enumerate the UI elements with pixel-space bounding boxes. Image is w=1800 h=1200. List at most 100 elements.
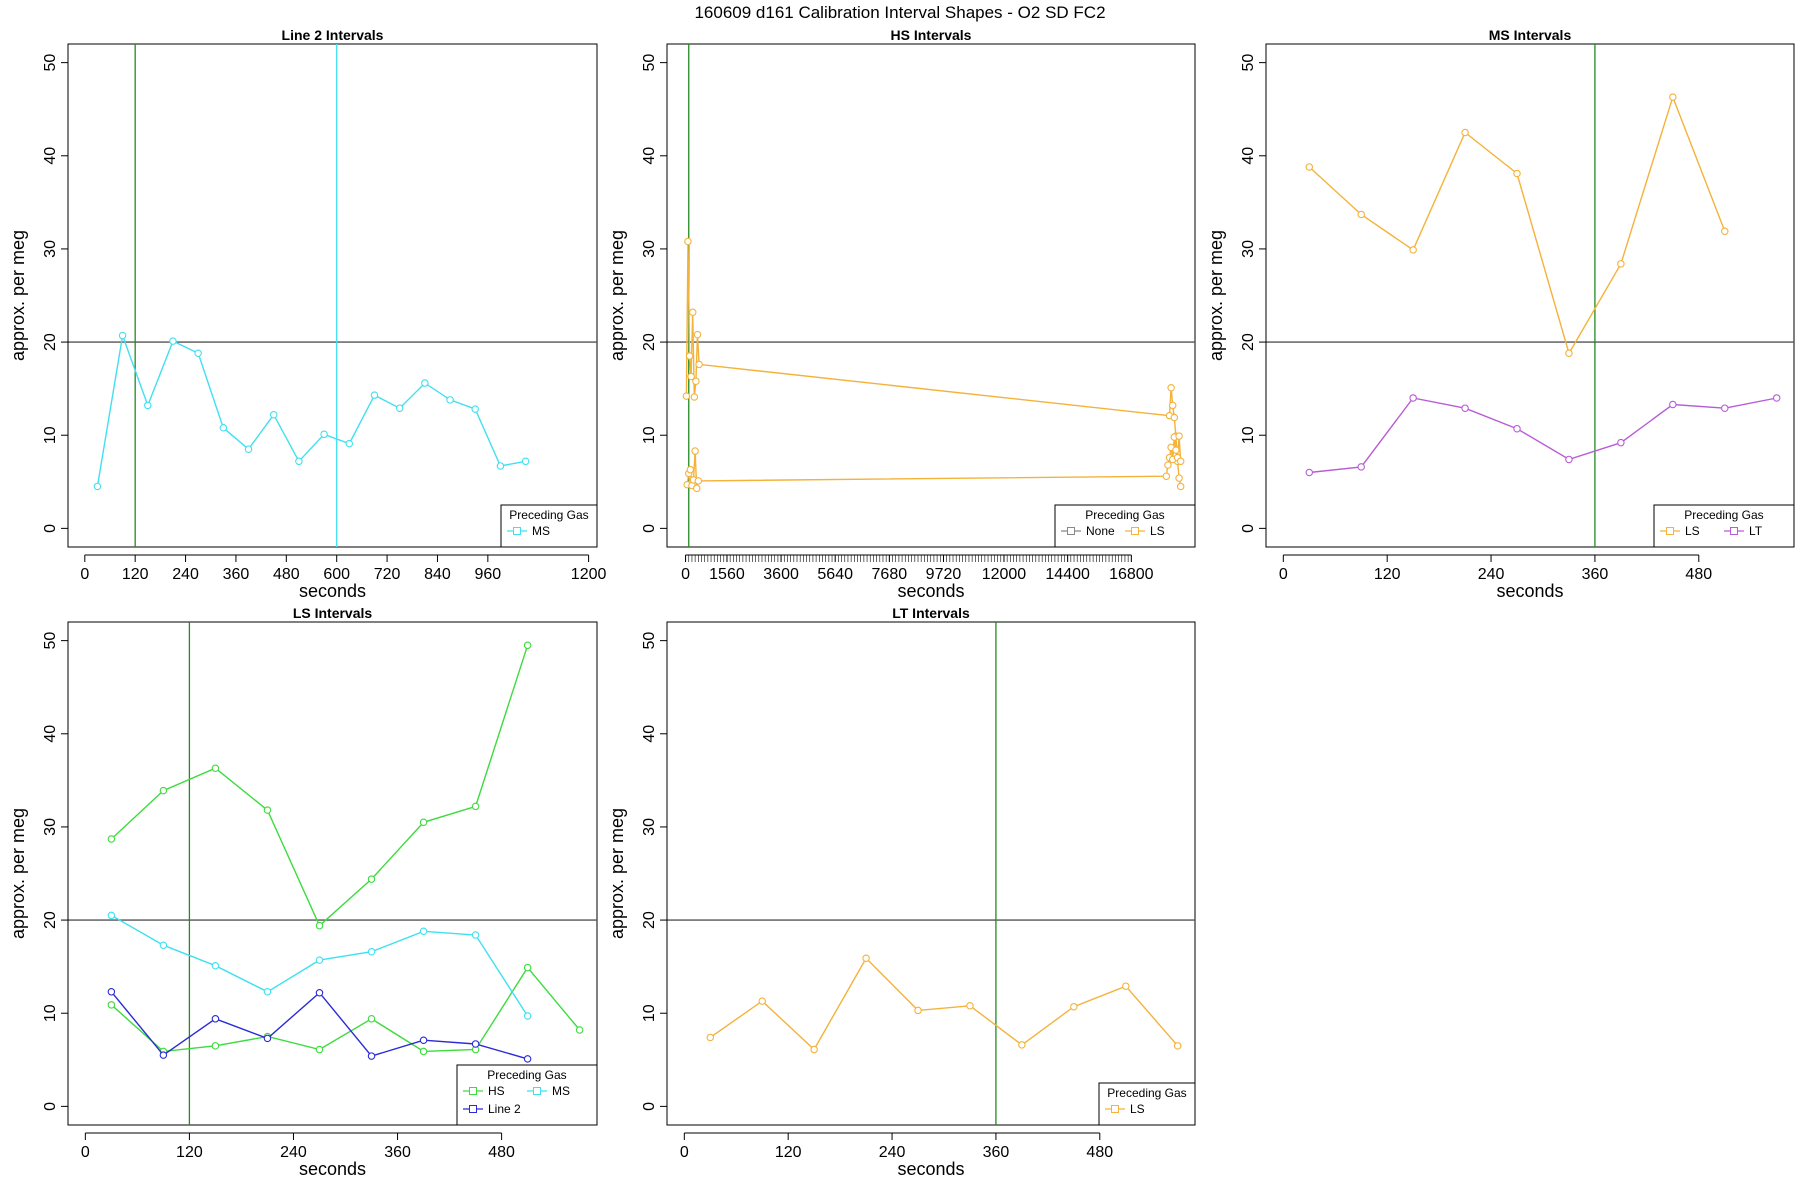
- data-point: [1070, 1002, 1078, 1011]
- data-point: [686, 465, 695, 474]
- x-tick-label: 12000: [982, 566, 1027, 583]
- x-tick-label: 360: [983, 1144, 1010, 1161]
- series-line: [685, 241, 1182, 487]
- legend-swatch-marker: [533, 1087, 541, 1095]
- data-point: [1167, 383, 1175, 392]
- x-axis-label: seconds: [299, 1159, 366, 1179]
- data-point: [194, 349, 202, 358]
- y-tick-label: 0: [42, 1102, 59, 1111]
- data-point: [1357, 463, 1365, 471]
- data-point: [211, 764, 220, 772]
- data-point: [263, 1034, 272, 1043]
- legend: Preceding Gas HS Line 2 MS: [456, 1064, 598, 1126]
- x-tick-label: 9720: [926, 566, 962, 583]
- data-point: [315, 921, 324, 930]
- data-point: [1018, 1041, 1026, 1049]
- data-point: [1409, 246, 1417, 254]
- x-tick-label: 0: [1279, 566, 1288, 583]
- panel-title: MS Intervals: [1489, 27, 1572, 43]
- y-tick-label: 0: [1240, 524, 1257, 533]
- legend-swatch-marker: [1131, 527, 1139, 535]
- y-tick-label: 10: [42, 1004, 59, 1022]
- data-point: [758, 997, 766, 1005]
- data-point: [244, 445, 253, 453]
- data-point: [315, 956, 324, 964]
- data-point: [1175, 474, 1183, 482]
- data-point: [1669, 400, 1677, 409]
- data-point: [263, 806, 272, 814]
- data-point: [692, 377, 700, 385]
- data-point: [692, 484, 701, 493]
- legend: Preceding Gas MS: [500, 504, 598, 548]
- x-tick-label: 360: [223, 566, 250, 583]
- data-point: [367, 1015, 376, 1023]
- y-tick-label: 20: [42, 911, 59, 929]
- legend-box: [1098, 1082, 1196, 1126]
- data-point: [370, 391, 379, 399]
- data-point: [159, 786, 168, 795]
- x-tick-label: 480: [1086, 1144, 1113, 1161]
- series-line: [709, 957, 1179, 1051]
- panel-3: MS Intervals 0 120 240 360 480 seconds 0 10 20 30 4…: [1206, 27, 1795, 601]
- data-point: [1617, 260, 1625, 268]
- data-point: [1565, 349, 1573, 358]
- x-axis-label: seconds: [1496, 581, 1563, 601]
- legend-box: [500, 504, 598, 548]
- plot-frame: [67, 621, 598, 1126]
- data-point: [523, 1012, 532, 1020]
- y-tick-label: 30: [1240, 240, 1257, 258]
- data-point: [694, 477, 703, 485]
- panel-title: HS Intervals: [891, 27, 972, 43]
- series-lt: [1305, 394, 1781, 477]
- y-tick-label: 40: [1240, 147, 1257, 165]
- data-point: [1164, 461, 1172, 469]
- data-point: [706, 1033, 715, 1042]
- data-point: [1513, 169, 1521, 178]
- y-tick-label: 0: [641, 524, 658, 533]
- series-ls: [1305, 93, 1729, 358]
- series-ls: [682, 237, 1185, 491]
- y-tick-label: 10: [42, 426, 59, 444]
- data-point: [523, 1055, 532, 1063]
- data-point: [320, 430, 328, 439]
- x-tick-label: 120: [122, 566, 149, 583]
- legend: Preceding Gas LS: [1098, 1082, 1196, 1126]
- data-point: [295, 457, 303, 466]
- data-point: [695, 360, 703, 369]
- series-hs: [107, 641, 532, 930]
- y-tick-label: 20: [641, 911, 658, 929]
- x-tick-label: 600: [323, 566, 350, 583]
- legend-label: LT: [1749, 524, 1763, 538]
- data-point: [685, 352, 694, 360]
- data-point: [521, 457, 530, 466]
- x-tick-label: 5640: [817, 566, 853, 583]
- legend-swatch-marker: [1730, 527, 1738, 535]
- data-point: [914, 1006, 922, 1015]
- data-point: [269, 410, 278, 419]
- data-point: [107, 1001, 116, 1009]
- y-tick-label: 50: [641, 54, 658, 72]
- legend-entry-ls: LS: [1125, 524, 1165, 538]
- y-axis-label: approx. per meg: [607, 230, 627, 361]
- data-point: [1565, 455, 1573, 464]
- y-axis-label: approx. per meg: [607, 808, 627, 939]
- legend-box: [1653, 504, 1795, 548]
- y-tick-label: 0: [641, 1102, 658, 1111]
- data-point: [367, 875, 376, 883]
- data-point: [263, 988, 272, 996]
- x-axis-label: seconds: [299, 581, 366, 601]
- legend-entry-ls: LS: [1660, 524, 1700, 538]
- x-tick-label: 360: [384, 1144, 411, 1161]
- x-axis-label: seconds: [897, 1159, 964, 1179]
- data-point: [1172, 446, 1180, 454]
- data-point: [1721, 404, 1729, 412]
- data-point: [1168, 401, 1177, 410]
- data-point: [1409, 394, 1417, 402]
- data-point: [471, 802, 480, 811]
- data-point: [419, 1047, 428, 1056]
- data-point: [315, 1045, 324, 1054]
- legend-swatch-marker: [469, 1087, 477, 1095]
- y-axis-label: approx. per meg: [8, 808, 28, 939]
- y-tick-label: 50: [42, 54, 59, 72]
- panel-4: LS Intervals 0 120 240 360 480 seconds 0 10 20 30 4…: [8, 605, 598, 1179]
